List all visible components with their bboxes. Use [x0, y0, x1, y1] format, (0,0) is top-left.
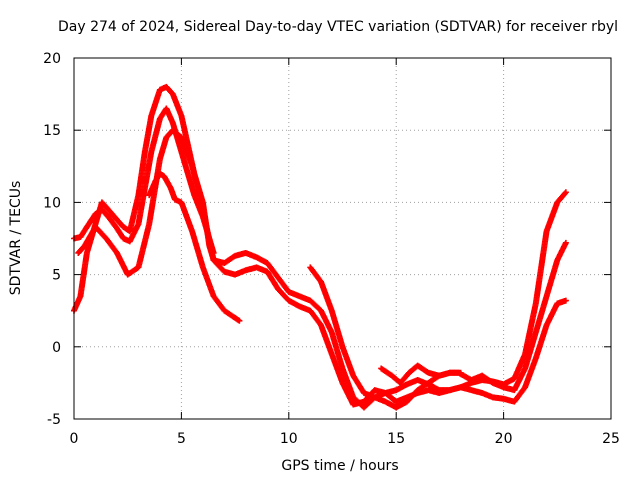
- data-point-marker: [562, 297, 569, 304]
- data-point-marker: [236, 317, 243, 324]
- series-track-c: [75, 127, 569, 408]
- data-point-marker: [562, 189, 569, 196]
- x-tick-label: 15: [387, 431, 405, 447]
- data-point-marker: [561, 190, 568, 197]
- x-tick-label: 25: [602, 431, 620, 447]
- x-tick-label: 5: [177, 431, 186, 447]
- series-track-d: [146, 170, 243, 324]
- y-tick-label: -5: [47, 412, 61, 428]
- series-track-a: [71, 105, 217, 256]
- series-track-f: [378, 239, 569, 394]
- plot-area-frame: [73, 57, 612, 420]
- x-tick-label: 0: [70, 431, 79, 447]
- y-tick-label: 15: [43, 123, 61, 139]
- data-point-marker: [562, 239, 569, 246]
- y-tick-label: 20: [43, 51, 61, 67]
- chart-title: Day 274 of 2024, Sidereal Day-to-day VTE…: [58, 19, 618, 35]
- x-tick-labels: 0 5 10 15 20 25: [70, 431, 620, 447]
- y-tick-label: 0: [52, 340, 61, 356]
- y-axis-label: SDTVAR / TECUs: [8, 181, 24, 296]
- x-tick-label: 10: [280, 431, 298, 447]
- data-points: [71, 83, 569, 411]
- x-axis-label: GPS time / hours: [281, 458, 398, 474]
- y-tick-labels: -5 0 5 10 15 20: [43, 51, 61, 428]
- x-tick-label: 20: [495, 431, 513, 447]
- y-tick-label: 10: [43, 195, 61, 211]
- axis-ticks: [73, 57, 612, 420]
- y-tick-label: 5: [52, 268, 61, 284]
